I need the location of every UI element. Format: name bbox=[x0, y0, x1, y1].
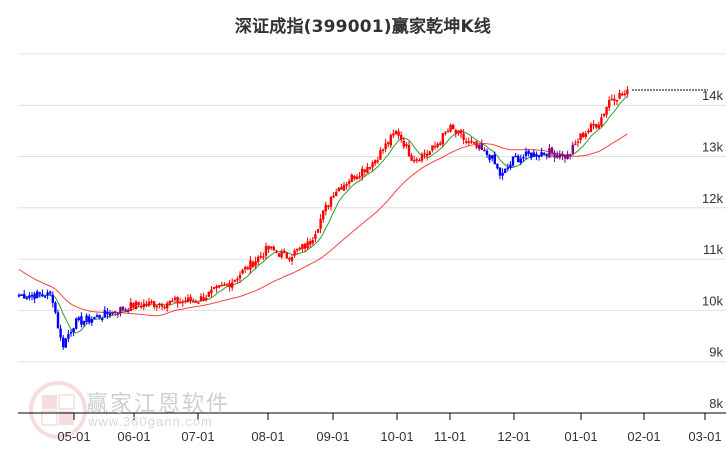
gridlines bbox=[18, 53, 726, 363]
x-tick-label: 08-01 bbox=[251, 429, 284, 444]
y-tick-label: 8k bbox=[709, 396, 723, 411]
y-tick-label: 9k bbox=[709, 345, 723, 360]
chart-title: 深证成指(399001)赢家乾坤K线 bbox=[234, 17, 492, 37]
y-tick-label: 10k bbox=[702, 293, 723, 308]
x-tick-label: 07-01 bbox=[181, 429, 214, 444]
x-tick-label: 01-01 bbox=[564, 429, 597, 444]
y-tick-label: 12k bbox=[702, 191, 723, 206]
y-axis-labels: 8k 9k 10k 11k 12k 13k 14k bbox=[702, 88, 723, 411]
watermark-seal-icon bbox=[29, 381, 87, 439]
watermark-brand: 赢家江恩软件 bbox=[86, 392, 231, 417]
y-tick-label: 11k bbox=[703, 242, 723, 257]
x-tick-label: 12-01 bbox=[497, 429, 530, 444]
y-tick-label: 13k bbox=[702, 140, 723, 155]
x-tick-label: 11-01 bbox=[434, 429, 466, 444]
x-axis-ticks: 05-01 06-01 07-01 08-01 09-01 10-01 11-01 12-01… bbox=[57, 413, 722, 444]
x-tick-label: 06-01 bbox=[117, 429, 150, 444]
x-tick-label: 03-01 bbox=[688, 429, 721, 444]
ma-long-line bbox=[18, 133, 628, 317]
x-tick-label: 10-01 bbox=[380, 429, 413, 444]
candlesticks bbox=[17, 86, 629, 350]
y-tick-label: 14k bbox=[702, 88, 723, 103]
x-tick-label: 05-01 bbox=[57, 429, 90, 444]
x-tick-label: 09-01 bbox=[316, 429, 349, 444]
watermark-url: www.360gann.com bbox=[88, 414, 213, 429]
x-tick-label: 02-01 bbox=[627, 429, 660, 444]
